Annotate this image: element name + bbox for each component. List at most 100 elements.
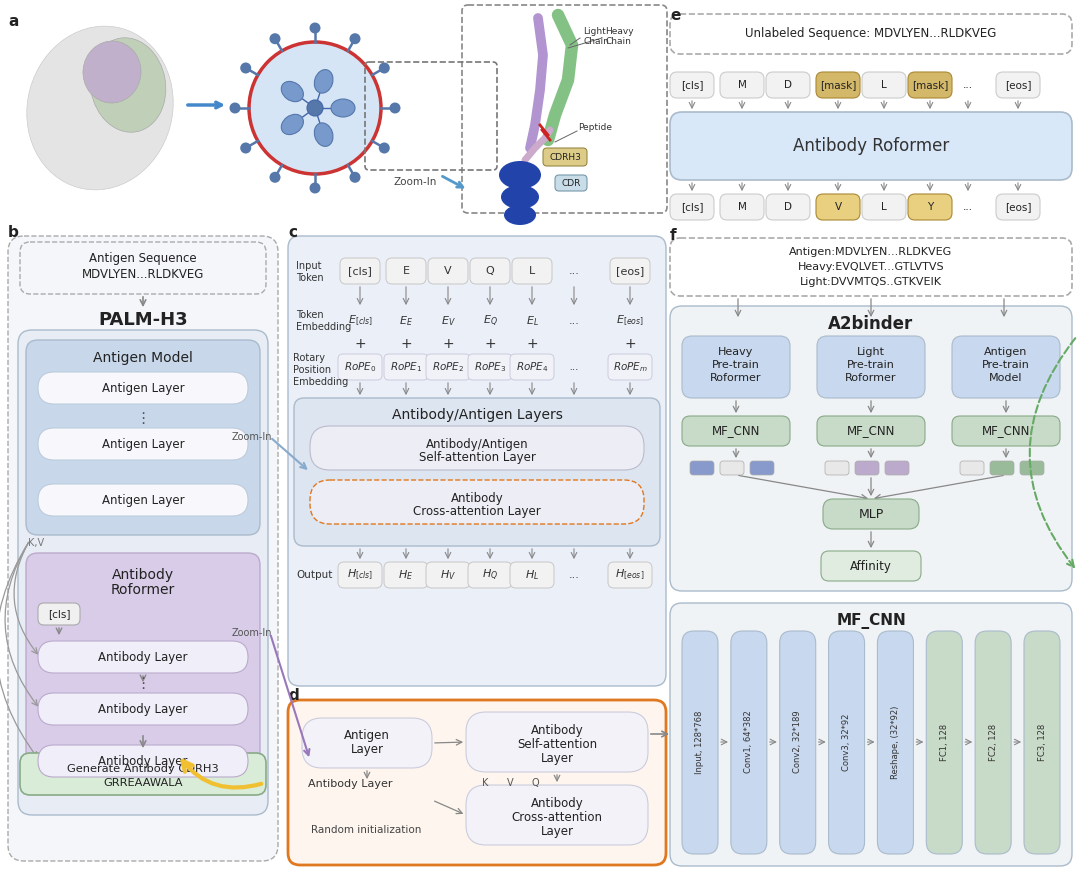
FancyArrowPatch shape <box>1029 338 1076 567</box>
FancyBboxPatch shape <box>510 354 554 380</box>
Text: [eos]: [eos] <box>616 266 644 276</box>
Text: MDVLYEN...RLDKVEG: MDVLYEN...RLDKVEG <box>82 267 204 280</box>
Text: FC1, 128: FC1, 128 <box>940 724 949 760</box>
FancyBboxPatch shape <box>310 480 644 524</box>
FancyBboxPatch shape <box>38 641 248 673</box>
Text: V: V <box>444 266 451 276</box>
Text: D: D <box>784 80 792 90</box>
FancyBboxPatch shape <box>862 194 906 220</box>
FancyBboxPatch shape <box>302 718 432 768</box>
Text: PALM-H3: PALM-H3 <box>98 311 188 329</box>
Text: FC2, 128: FC2, 128 <box>988 724 998 760</box>
Text: $RoPE_4$: $RoPE_4$ <box>516 360 549 374</box>
FancyBboxPatch shape <box>885 461 909 475</box>
FancyBboxPatch shape <box>38 745 248 777</box>
Text: Roformer: Roformer <box>846 373 896 383</box>
Text: [mask]: [mask] <box>820 80 856 90</box>
FancyBboxPatch shape <box>862 72 906 98</box>
FancyBboxPatch shape <box>960 461 984 475</box>
Text: +: + <box>624 337 636 351</box>
Ellipse shape <box>90 37 166 132</box>
Text: K,V: K,V <box>28 538 44 548</box>
FancyBboxPatch shape <box>8 236 278 861</box>
Text: Layer: Layer <box>540 752 573 765</box>
Text: [eos]: [eos] <box>1004 80 1031 90</box>
Circle shape <box>270 172 281 183</box>
Ellipse shape <box>501 185 539 209</box>
Text: $RoPE_2$: $RoPE_2$ <box>432 360 464 374</box>
FancyBboxPatch shape <box>780 631 815 854</box>
FancyBboxPatch shape <box>426 562 470 588</box>
FancyBboxPatch shape <box>927 631 962 854</box>
FancyBboxPatch shape <box>18 330 268 815</box>
Text: $E_{[eos]}$: $E_{[eos]}$ <box>616 314 644 328</box>
Text: $H_V$: $H_V$ <box>440 568 456 582</box>
Text: Pre-train: Pre-train <box>847 360 895 370</box>
Text: [cls]: [cls] <box>680 202 703 212</box>
FancyBboxPatch shape <box>823 499 919 529</box>
FancyBboxPatch shape <box>338 562 382 588</box>
Text: FC3, 128: FC3, 128 <box>1038 724 1047 760</box>
Text: Zoom-In: Zoom-In <box>231 432 272 442</box>
Circle shape <box>390 103 401 113</box>
FancyBboxPatch shape <box>750 461 774 475</box>
Text: Random initialization: Random initialization <box>311 825 421 835</box>
Text: Rotary
Position
Embedding: Rotary Position Embedding <box>293 354 348 387</box>
Text: Y: Y <box>927 202 933 212</box>
FancyBboxPatch shape <box>670 72 714 98</box>
FancyBboxPatch shape <box>681 416 789 446</box>
Text: Antigen Layer: Antigen Layer <box>102 437 185 450</box>
FancyBboxPatch shape <box>816 72 860 98</box>
Text: Cross-attention Layer: Cross-attention Layer <box>414 504 541 517</box>
Ellipse shape <box>504 205 536 225</box>
FancyBboxPatch shape <box>731 631 767 854</box>
Text: a: a <box>8 14 18 29</box>
Text: A2binder: A2binder <box>828 315 914 333</box>
Text: ...: ... <box>569 362 579 372</box>
Text: $E_{[cls]}$: $E_{[cls]}$ <box>348 314 373 328</box>
Text: Cross-attention: Cross-attention <box>512 811 603 823</box>
Text: Antigen Layer: Antigen Layer <box>102 494 185 507</box>
Ellipse shape <box>281 114 303 135</box>
Text: MLP: MLP <box>859 508 883 521</box>
FancyBboxPatch shape <box>288 700 666 865</box>
FancyBboxPatch shape <box>821 551 921 581</box>
Text: Conv3, 32*92: Conv3, 32*92 <box>842 713 851 771</box>
Text: Light: Light <box>858 347 885 357</box>
Circle shape <box>240 143 252 153</box>
Text: b: b <box>8 225 18 240</box>
Text: Antigen Layer: Antigen Layer <box>102 381 185 395</box>
Text: $E_L$: $E_L$ <box>526 314 539 327</box>
FancyBboxPatch shape <box>310 426 644 470</box>
Ellipse shape <box>314 123 333 146</box>
Text: $H_{[eos]}$: $H_{[eos]}$ <box>616 568 645 582</box>
Circle shape <box>310 23 321 33</box>
Text: Chain: Chain <box>583 37 609 46</box>
Text: ⋮: ⋮ <box>135 676 150 691</box>
Text: Heavy: Heavy <box>718 347 754 357</box>
Ellipse shape <box>314 70 333 93</box>
Text: f: f <box>670 228 677 243</box>
FancyBboxPatch shape <box>1024 631 1059 854</box>
Text: Model: Model <box>989 373 1023 383</box>
Text: +: + <box>526 337 538 351</box>
FancyBboxPatch shape <box>766 194 810 220</box>
Text: [mask]: [mask] <box>912 80 948 90</box>
Text: Roformer: Roformer <box>711 373 761 383</box>
FancyBboxPatch shape <box>720 72 764 98</box>
FancyArrowPatch shape <box>183 761 261 787</box>
Text: Heavy:EVQLVET...GTLVTVS: Heavy:EVQLVET...GTLVTVS <box>798 262 944 272</box>
Text: Zoom-In: Zoom-In <box>231 628 272 638</box>
Text: MF_CNN: MF_CNN <box>982 424 1030 437</box>
Text: Antibody Roformer: Antibody Roformer <box>793 137 949 155</box>
FancyBboxPatch shape <box>825 461 849 475</box>
Circle shape <box>249 43 380 173</box>
Text: Self-attention Layer: Self-attention Layer <box>419 450 536 463</box>
Text: Antibody Layer: Antibody Layer <box>308 779 392 789</box>
Text: c: c <box>288 225 297 240</box>
Text: ...: ... <box>568 266 580 276</box>
Circle shape <box>240 63 252 73</box>
FancyBboxPatch shape <box>426 354 470 380</box>
FancyBboxPatch shape <box>816 194 860 220</box>
FancyBboxPatch shape <box>610 258 650 284</box>
